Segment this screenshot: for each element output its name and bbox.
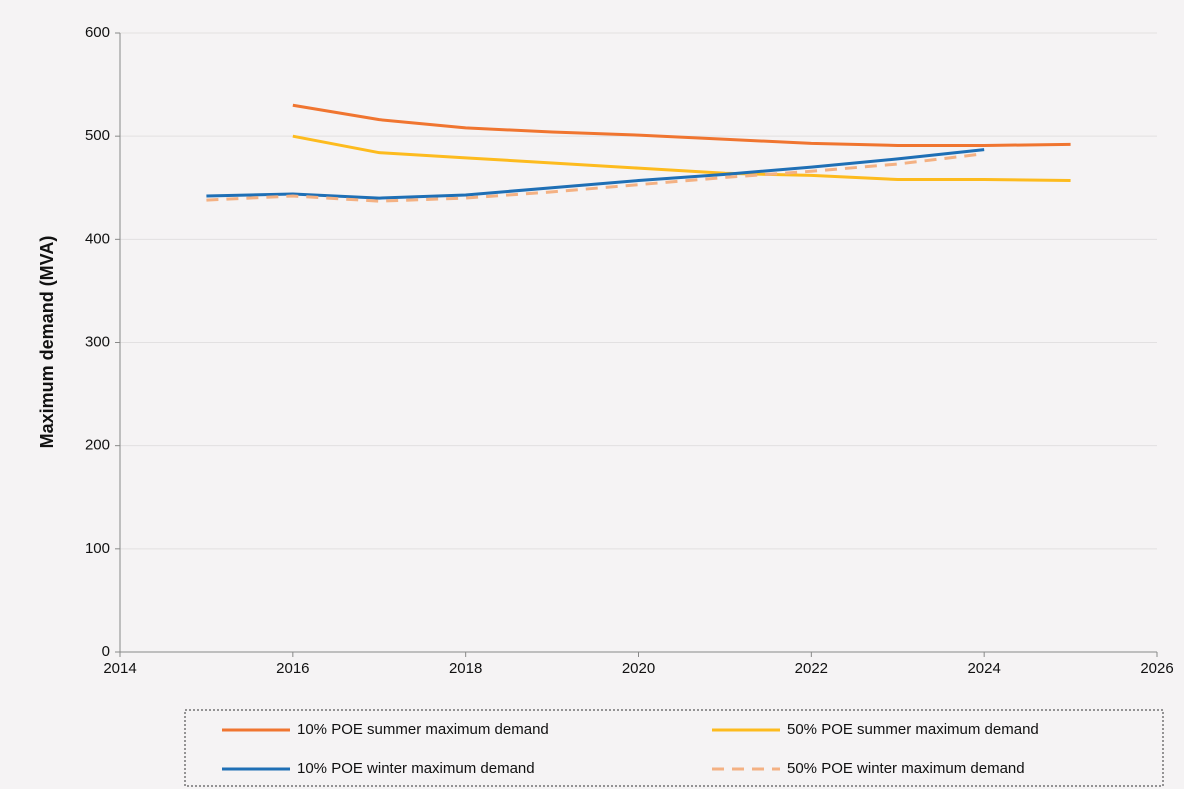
x-tick-label: 2020 [622, 660, 655, 677]
legend-label: 50% POE summer maximum demand [787, 721, 1039, 738]
legend-label: 10% POE summer maximum demand [297, 721, 549, 738]
x-tick-label: 2026 [1140, 660, 1173, 677]
x-tick-label: 2016 [276, 660, 309, 677]
y-tick-label: 500 [85, 127, 110, 144]
y-tick-label: 300 [85, 333, 110, 350]
series-line [206, 152, 985, 203]
legend-label: 10% POE winter maximum demand [297, 760, 535, 777]
y-tick-label: 200 [85, 437, 110, 454]
x-tick-label: 2024 [967, 660, 1000, 677]
y-tick-label: 400 [85, 230, 110, 247]
y-axis-label: Maximum demand (MVA) [37, 236, 57, 449]
series-line [292, 103, 1071, 147]
legend-box [184, 709, 1164, 787]
series-line [206, 148, 985, 200]
y-tick-label: 600 [85, 24, 110, 41]
x-tick-label: 2022 [795, 660, 828, 677]
x-tick-label: 2014 [103, 660, 136, 677]
series-line [292, 134, 1071, 183]
x-tick-label: 2018 [449, 660, 482, 677]
y-tick-label: 100 [85, 540, 110, 557]
legend-label: 50% POE winter maximum demand [787, 760, 1025, 777]
y-tick-label: 0 [102, 643, 110, 660]
